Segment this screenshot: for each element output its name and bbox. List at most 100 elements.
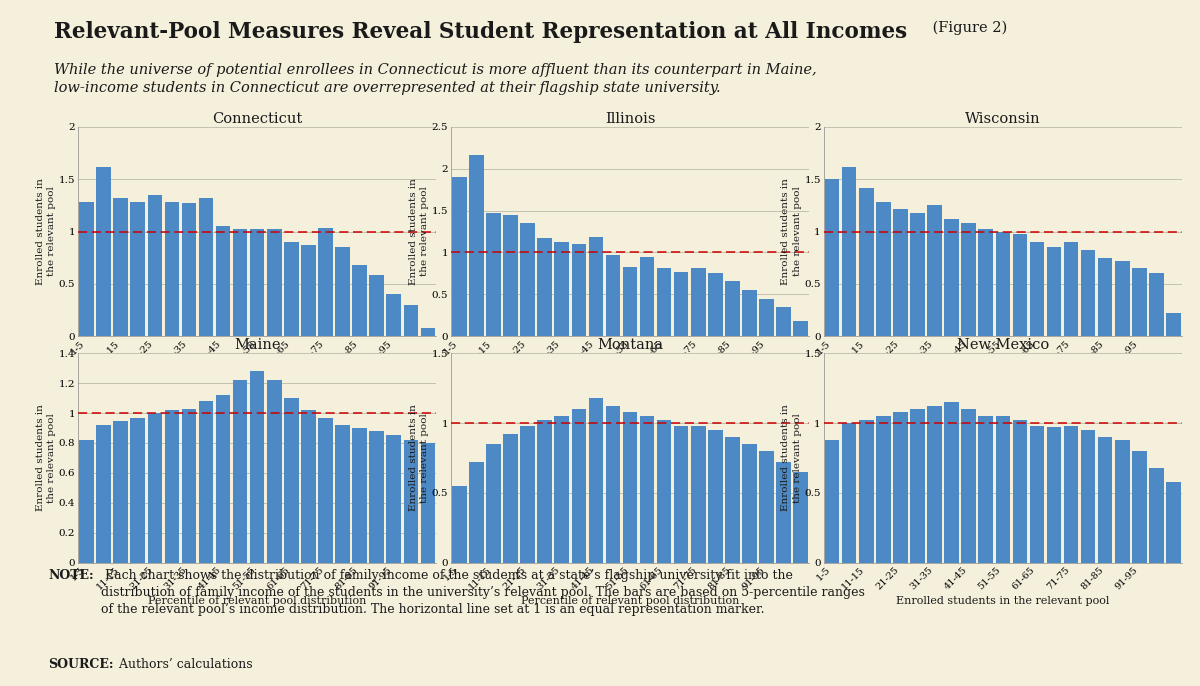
Bar [824,440,839,563]
X-axis label: Percentile of relevant pool distribution: Percentile of relevant pool distribution [148,369,366,379]
Y-axis label: Enrolled students in
the relevant pool: Enrolled students in the relevant pool [36,178,56,285]
Bar [554,416,569,563]
Bar [1166,313,1181,336]
Bar [1013,234,1027,336]
Title: New Mexico: New Mexico [956,338,1049,352]
Bar [403,440,418,563]
Bar [824,179,839,336]
Bar [623,412,637,563]
Bar [1098,258,1112,336]
Bar [386,294,401,336]
Bar [131,202,145,336]
X-axis label: Percentile of relevant pool distribution: Percentile of relevant pool distribution [894,369,1112,379]
Bar [961,409,976,563]
Bar [114,421,128,563]
Bar [893,412,907,563]
Bar [199,401,214,563]
Bar [708,273,722,336]
Bar [776,307,791,336]
Bar [1064,242,1079,336]
Title: Wisconsin: Wisconsin [965,112,1040,126]
Bar [928,205,942,336]
Bar [928,406,942,563]
Text: Authors’ calculations: Authors’ calculations [114,658,252,671]
Bar [469,462,484,563]
Y-axis label: Enrolled students in
the relevant pool: Enrolled students in the relevant pool [409,178,428,285]
Y-axis label: Enrolled students in
the relevant pool: Enrolled students in the relevant pool [36,405,56,511]
Bar [725,281,739,336]
Bar [1046,427,1061,563]
Bar [268,380,282,563]
Bar [859,187,874,336]
Bar [250,229,264,336]
Bar [148,195,162,336]
Bar [859,421,874,563]
Bar [421,328,436,336]
Bar [370,276,384,336]
Bar [503,434,517,563]
Bar [216,226,230,336]
Bar [589,237,604,336]
X-axis label: Enrolled students in the relevant pool: Enrolled students in the relevant pool [896,595,1110,606]
Bar [164,410,179,563]
Bar [216,395,230,563]
Bar [250,371,264,563]
Bar [571,244,586,336]
Bar [944,402,959,563]
Bar [1115,440,1129,563]
Bar [554,242,569,336]
Bar [486,444,500,563]
Bar [538,421,552,563]
Text: While the universe of potential enrollees in Connecticut is more affluent than i: While the universe of potential enrollee… [54,63,817,95]
Bar [469,154,484,336]
Bar [743,444,757,563]
Bar [606,406,620,563]
Bar [876,202,890,336]
Y-axis label: Enrolled students in
the relevant pool: Enrolled students in the relevant pool [409,405,428,511]
Bar [944,219,959,336]
Y-axis label: Enrolled students in
the relevant pool: Enrolled students in the relevant pool [781,178,802,285]
Title: Illinois: Illinois [605,112,655,126]
Bar [181,409,196,563]
Bar [1030,242,1044,336]
Bar [131,418,145,563]
Bar [1132,451,1146,563]
Bar [268,229,282,336]
Bar [760,451,774,563]
X-axis label: Percentile of relevant pool distribution: Percentile of relevant pool distribution [148,595,366,606]
Bar [284,242,299,336]
Bar [353,265,367,336]
Bar [640,416,654,563]
Bar [893,209,907,336]
Bar [691,426,706,563]
Bar [233,380,247,563]
Bar [96,425,110,563]
Bar [301,410,316,563]
Bar [386,436,401,563]
Bar [674,426,689,563]
Bar [1046,247,1061,336]
Bar [589,398,604,563]
Bar [79,202,94,336]
Bar [606,255,620,336]
Text: NOTE:: NOTE: [48,569,94,582]
Bar [353,428,367,563]
Bar [1030,426,1044,563]
Bar [1132,268,1146,336]
Bar [691,268,706,336]
Bar [79,440,94,563]
Bar [776,462,791,563]
Bar [403,305,418,336]
Bar [623,267,637,336]
Bar [164,202,179,336]
Bar [318,228,332,336]
Text: (Figure 2): (Figure 2) [928,21,1007,36]
Bar [452,486,467,563]
Bar [96,167,110,336]
Bar [521,426,535,563]
Text: Relevant-Pool Measures Reveal Student Representation at All Incomes: Relevant-Pool Measures Reveal Student Re… [54,21,907,43]
Bar [1098,437,1112,563]
Bar [640,257,654,336]
Bar [284,398,299,563]
Bar [996,232,1010,336]
